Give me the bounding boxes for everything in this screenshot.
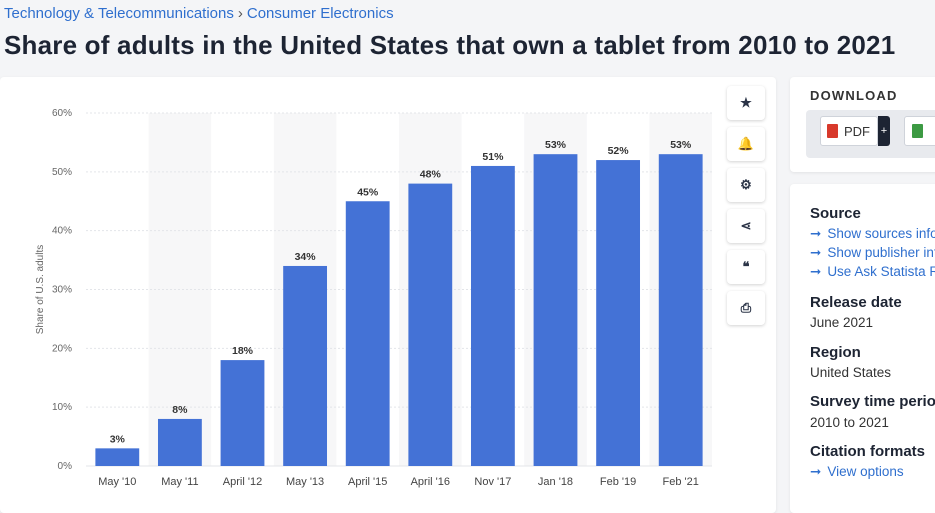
bar-value-label: 8%: [172, 404, 188, 416]
region-heading: Region: [810, 344, 861, 361]
arrow-right-icon: ➞: [810, 245, 822, 260]
bar-value-label: 18%: [232, 345, 254, 357]
citation-heading: Citation formats: [810, 443, 926, 460]
download-title: DOWNLOAD: [810, 88, 898, 103]
release-date-value: June 2021: [810, 315, 874, 330]
bar: [658, 154, 703, 466]
bar: [157, 418, 202, 466]
bar: [408, 183, 453, 466]
ask-statista-link[interactable]: ➞Use Ask Statista Research Service: [810, 264, 935, 279]
bar: [345, 201, 390, 466]
arrow-right-icon: ➞: [810, 464, 822, 479]
release-date-heading: Release date: [810, 294, 902, 311]
view-options-link[interactable]: ➞ View options: [810, 464, 904, 479]
pdf-options-button[interactable]: +: [878, 116, 890, 146]
x-tick-label: April '15: [348, 476, 387, 488]
bar: [95, 448, 140, 466]
bar-value-label: 3%: [110, 433, 126, 445]
star-icon: ★: [740, 95, 752, 110]
print-button[interactable]: ⎙: [727, 291, 765, 325]
xls-file-icon: [912, 124, 923, 138]
bar: [470, 165, 515, 466]
bar-value-label: 53%: [670, 139, 692, 151]
bar-value-label: 52%: [608, 145, 630, 157]
breadcrumb-separator: ›: [237, 5, 243, 22]
print-icon: ⎙: [740, 300, 752, 315]
bar-value-label: 51%: [482, 151, 504, 163]
bar-value-label: 45%: [357, 186, 379, 198]
x-tick-label: Feb '21: [663, 476, 699, 488]
quote-icon: ❝: [742, 259, 750, 274]
bar-value-label: 34%: [295, 251, 317, 263]
xls-download-button[interactable]: [904, 116, 935, 146]
region-value: United States: [810, 365, 892, 380]
x-tick-label: Jan '18: [538, 476, 573, 488]
survey-period-heading: Survey time period: [810, 393, 935, 410]
download-options: PDF +: [806, 110, 935, 158]
bell-icon: 🔔: [737, 136, 755, 151]
info-panel: Source ➞Show sources information ➞Show p…: [790, 184, 935, 513]
bar: [220, 360, 265, 466]
chart-card: 0% 10% 20% 30% 40% 50% 60% Share of U.S. adults…: [0, 77, 776, 513]
y-tick-label: 50%: [52, 167, 72, 178]
x-tick-label: Feb '19: [600, 476, 636, 488]
y-tick-label: 0%: [58, 461, 73, 472]
bar: [596, 160, 641, 467]
x-tick-label: April '16: [411, 476, 450, 488]
bar: [283, 265, 328, 466]
show-publisher-link[interactable]: ➞Show publisher information: [810, 245, 935, 260]
pdf-download-button[interactable]: PDF: [820, 116, 878, 146]
share-icon: ⋖: [740, 218, 752, 233]
settings-button[interactable]: ⚙: [727, 168, 765, 202]
breadcrumb-category-link[interactable]: Technology & Telecommunications: [4, 5, 234, 22]
bar-value-label: 48%: [420, 169, 442, 181]
arrow-right-icon: ➞: [810, 264, 822, 279]
pdf-label: PDF: [844, 123, 870, 139]
arrow-right-icon: ➞: [810, 226, 822, 241]
x-tick-label: May '11: [161, 476, 198, 488]
pdf-file-icon: [827, 124, 838, 138]
breadcrumb: Technology & Telecommunications › Consumer…: [4, 5, 394, 22]
chart-toolbar: ★ 🔔 ⚙ ⋖ ❝ ⎙: [727, 86, 767, 332]
survey-period-value: 2010 to 2021: [810, 415, 889, 430]
y-tick-label: 30%: [52, 285, 72, 296]
x-tick-label: May '10: [98, 476, 136, 488]
bar-chart: 0% 10% 20% 30% 40% 50% 60% Share of U.S. adults…: [35, 108, 712, 488]
y-tick-label: 40%: [52, 226, 72, 237]
y-tick-label: 60%: [52, 108, 72, 119]
gear-icon: ⚙: [740, 177, 752, 192]
source-heading: Source: [810, 205, 861, 222]
bar: [533, 154, 578, 466]
x-tick-label: Nov '17: [474, 476, 511, 488]
x-tick-label: May '13: [286, 476, 324, 488]
cite-button[interactable]: ❝: [727, 250, 765, 284]
x-tick-label: April '12: [223, 476, 262, 488]
y-axis-label: Share of U.S. adults: [35, 245, 46, 335]
bar-value-label: 53%: [545, 139, 567, 151]
favorite-button[interactable]: ★: [727, 86, 765, 120]
y-tick-label: 10%: [52, 402, 72, 413]
page-title: Share of adults in the United States tha…: [4, 30, 896, 60]
y-tick-label: 20%: [52, 343, 72, 354]
download-panel: DOWNLOAD PDF +: [790, 77, 935, 172]
notification-button[interactable]: 🔔: [727, 127, 765, 161]
share-button[interactable]: ⋖: [727, 209, 765, 243]
breadcrumb-subcategory-link[interactable]: Consumer Electronics: [246, 5, 394, 22]
show-sources-link[interactable]: ➞Show sources information: [810, 226, 935, 241]
